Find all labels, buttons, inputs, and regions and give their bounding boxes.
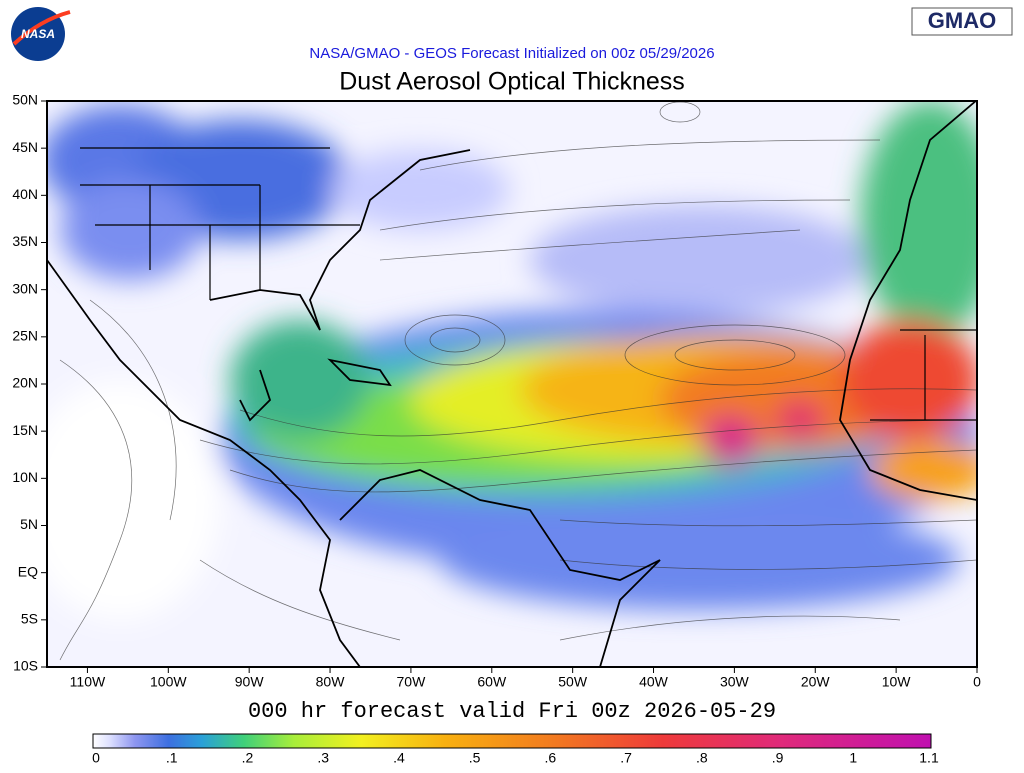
nasa-logo: NASA (11, 7, 71, 61)
dust-field (47, 101, 977, 620)
colorbar-tick-label: .4 (393, 750, 405, 766)
lon-labels: 110W 100W 90W 80W 70W 60W 50W 40W 30W 20W 10W 0 (70, 667, 981, 690)
lon-label: 40W (639, 674, 669, 690)
lat-label: 15N (12, 422, 38, 438)
lat-label: 20N (12, 375, 38, 391)
nasa-logo-text: NASA (21, 27, 55, 41)
lon-label: 70W (397, 674, 427, 690)
lon-label: 50W (558, 674, 588, 690)
lon-label: 0 (973, 674, 981, 690)
colorbar-tick-label: .3 (317, 750, 329, 766)
lat-label: 40N (12, 186, 38, 202)
colorbar-tick-label: 1 (849, 750, 857, 766)
map (47, 101, 977, 667)
colorbar-tick-label: 0 (92, 750, 100, 766)
colorbar-tick-label: .5 (469, 750, 481, 766)
coastlines (47, 101, 977, 667)
lat-label: 5N (20, 516, 38, 532)
lat-label: EQ (18, 563, 38, 579)
lon-label: 110W (70, 674, 106, 690)
lon-label: 20W (801, 674, 831, 690)
lon-label: 100W (150, 674, 187, 690)
colorbar-tick-label: .7 (620, 750, 632, 766)
lon-label: 90W (235, 674, 265, 690)
lat-label: 35N (12, 233, 38, 249)
lat-labels: 50N 45N 40N 35N 30N 25N 20N 15N 10N 5N EQ 5S 10S (12, 92, 47, 674)
subtitle: NASA/GMAO - GEOS Forecast Initialized on… (309, 45, 714, 62)
lat-label: 50N (12, 92, 38, 108)
colorbar-tick-label: .6 (545, 750, 557, 766)
lon-label: 10W (882, 674, 912, 690)
lat-label: 25N (12, 328, 38, 344)
borders (80, 147, 977, 421)
colorbar-tick-label: .9 (772, 750, 784, 766)
lat-label: 5S (21, 611, 38, 627)
gmao-logo-text: GMAO (928, 8, 996, 33)
lon-label: 30W (720, 674, 750, 690)
colorbar (92, 733, 932, 749)
lon-label: 80W (316, 674, 346, 690)
streamlines (59, 101, 977, 661)
gmao-logo: GMAO (911, 7, 1013, 36)
valid-time: 000 hr forecast valid Fri 00z 2026-05-29 (248, 699, 776, 724)
lat-label: 10N (12, 469, 38, 485)
lon-label: 60W (477, 674, 507, 690)
lat-label: 10S (13, 658, 38, 674)
colorbar-ticks: 0 .1 .2 .3 .4 .5 .6 .7 .8 .9 1 1.1 (92, 750, 939, 766)
lat-label: 30N (12, 280, 38, 296)
colorbar-tick-label: 1.1 (919, 750, 939, 766)
colorbar-tick-label: .1 (166, 750, 178, 766)
title: Dust Aerosol Optical Thickness (339, 68, 685, 96)
lat-label: 45N (12, 139, 38, 155)
colorbar-tick-label: .8 (696, 750, 708, 766)
colorbar-tick-label: .2 (242, 750, 254, 766)
